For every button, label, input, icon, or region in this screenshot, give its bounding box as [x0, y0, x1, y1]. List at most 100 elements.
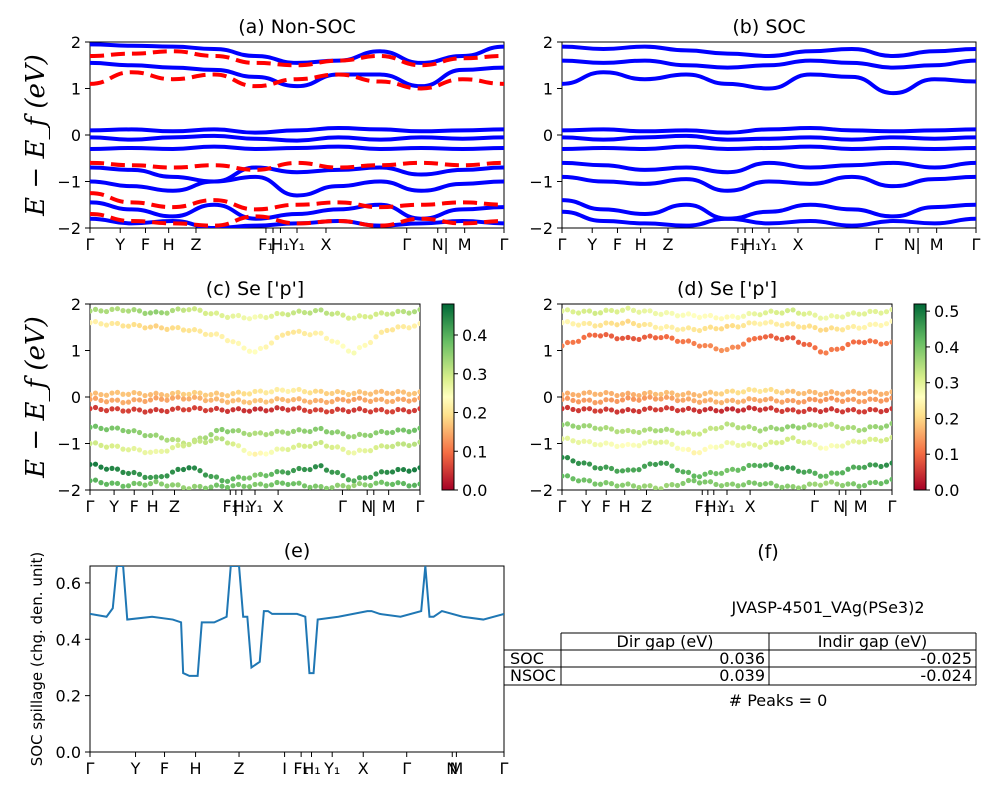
- projection-point: [839, 470, 846, 476]
- projection-point: [90, 461, 93, 468]
- projection-point: [202, 331, 209, 337]
- projection-point: [564, 339, 571, 346]
- projection-point: [614, 309, 620, 315]
- projection-point: [801, 324, 807, 330]
- projection-point: [674, 482, 681, 489]
- projection-point: [362, 448, 368, 454]
- projection-point: [746, 320, 752, 326]
- projection-point: [729, 481, 736, 487]
- projection-point: [202, 472, 209, 478]
- projection-point: [279, 469, 286, 475]
- projection-point: [564, 435, 571, 441]
- projection-point: [762, 397, 769, 403]
- projection-point: [186, 465, 192, 471]
- projection-point: [351, 407, 357, 413]
- projection-point: [235, 474, 242, 480]
- x-tick-label: F: [602, 497, 611, 516]
- projection-point: [268, 431, 275, 437]
- projection-point: [592, 465, 598, 471]
- x-tick-label: Y: [586, 235, 597, 254]
- projection-point: [307, 443, 313, 449]
- projection-point: [164, 326, 170, 332]
- projection-point: [586, 461, 593, 467]
- projection-point: [603, 320, 609, 326]
- projection-point: [663, 405, 670, 411]
- projection-point: [845, 481, 851, 487]
- projection-point: [169, 325, 176, 331]
- projection-point: [685, 390, 692, 396]
- projection-point: [186, 441, 192, 448]
- projection-point: [889, 434, 892, 441]
- projection-point: [389, 390, 396, 397]
- projection-point: [641, 321, 648, 328]
- projection-point: [373, 407, 379, 413]
- projection-point: [241, 345, 247, 351]
- projection-point: [92, 477, 99, 483]
- projection-point: [685, 429, 692, 435]
- projection-point: [746, 405, 752, 411]
- projection-point: [790, 407, 796, 413]
- x-tick-label: Z: [234, 759, 245, 778]
- projection-point: [296, 308, 302, 314]
- projection-point: [790, 423, 796, 429]
- projection-point: [746, 337, 752, 343]
- x-tick-label: Γ: [558, 235, 567, 254]
- projection-point: [147, 474, 154, 481]
- projection-point: [323, 443, 330, 449]
- band-line-dashed: [90, 70, 504, 91]
- projection-point: [323, 335, 330, 341]
- projection-point: [92, 440, 99, 446]
- projection-point: [356, 313, 363, 319]
- projection-point: [801, 484, 807, 490]
- projection-point: [191, 327, 198, 333]
- projection-point: [279, 387, 286, 393]
- projection-point: [630, 408, 637, 414]
- projection-point: [142, 482, 148, 488]
- projection-point: [817, 349, 824, 355]
- x-tick-label: Γ: [500, 759, 509, 778]
- projection-point: [630, 307, 637, 313]
- y-tick-label: 1: [71, 80, 81, 99]
- projection-point: [652, 335, 659, 341]
- projection-point: [406, 310, 412, 316]
- projection-point: [142, 409, 148, 415]
- x-tick-label: Γ: [86, 759, 95, 778]
- projection-point: [597, 399, 604, 405]
- band-line: [562, 126, 976, 135]
- projection-point: [373, 334, 379, 340]
- projection-point: [340, 389, 346, 396]
- projection-point: [713, 408, 719, 414]
- projection-point: [652, 428, 659, 434]
- x-tick-label: F₁: [222, 497, 238, 516]
- x-tick-label: Γ: [416, 497, 425, 516]
- x-tick-label: X: [358, 759, 369, 778]
- projection-point: [224, 440, 231, 446]
- projection-point: [114, 406, 121, 412]
- projection-point: [762, 334, 769, 340]
- projection-point: [603, 424, 609, 431]
- projection-point: [158, 391, 165, 398]
- projection-point: [586, 397, 593, 403]
- x-tick-label: X: [792, 235, 803, 254]
- projection-point: [889, 306, 892, 313]
- projection-point: [147, 432, 154, 439]
- projection-point: [279, 480, 286, 486]
- projection-point: [663, 460, 670, 466]
- projection-point: [823, 327, 829, 333]
- projection-point: [406, 391, 412, 397]
- axes-frame: [89, 565, 505, 753]
- projection-point: [356, 395, 363, 401]
- projection-point: [790, 321, 796, 327]
- projection-point: [274, 479, 280, 486]
- projection-point: [153, 474, 159, 480]
- projection-point: [658, 460, 664, 466]
- plot-area: [90, 306, 420, 490]
- projection-point: [592, 441, 598, 448]
- projection-point: [307, 408, 313, 415]
- projection-point: [312, 330, 319, 336]
- projection-point: [636, 484, 642, 490]
- projection-point: [790, 484, 796, 490]
- y-tick-label: 0.4: [56, 630, 81, 649]
- projection-point: [812, 481, 818, 487]
- projection-point: [257, 430, 264, 436]
